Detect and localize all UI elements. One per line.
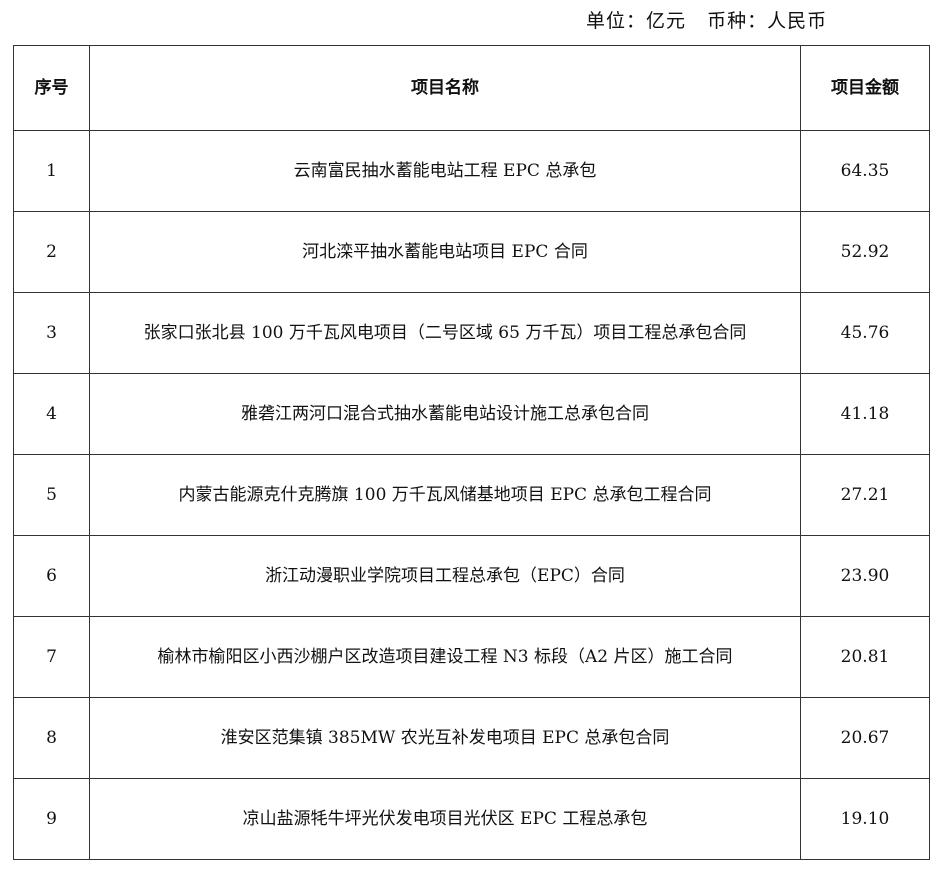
header-name: 项目名称 [89,45,801,131]
table-row: 7 榆林市榆阳区小西沙棚户区改造项目建设工程 N3 标段（A2 片区）施工合同 20… [13,616,930,698]
row-number: 6 [13,535,90,617]
table-row: 6 浙江动漫职业学院项目工程总承包（EPC）合同 23.90 [13,535,930,617]
row-number: 5 [13,454,90,536]
project-table: 序号 项目名称 项目金额 1 云南富民抽水蓄能电站工程 EPC 总承包 64.35 2… [13,45,930,860]
row-number: 2 [13,211,90,293]
table-row: 5 内蒙古能源克什克腾旗 100 万千瓦风储基地项目 EPC 总承包工程合同 27.… [13,454,930,536]
project-name: 榆林市榆阳区小西沙棚户区改造项目建设工程 N3 标段（A2 片区）施工合同 [89,616,801,698]
project-name: 云南富民抽水蓄能电站工程 EPC 总承包 [89,130,801,212]
project-amount: 52.92 [800,211,930,293]
project-amount: 27.21 [800,454,930,536]
project-amount: 20.67 [800,697,930,779]
project-amount: 20.81 [800,616,930,698]
header-amount: 项目金额 [800,45,930,131]
table-header-row: 序号 项目名称 项目金额 [13,45,930,131]
project-name: 淮安区范集镇 385MW 农光互补发电项目 EPC 总承包合同 [89,697,801,779]
table-row: 1 云南富民抽水蓄能电站工程 EPC 总承包 64.35 [13,130,930,212]
row-number: 1 [13,130,90,212]
project-name: 张家口张北县 100 万千瓦风电项目（二号区域 65 万千瓦）项目工程总承包合同 [89,292,801,374]
row-number: 8 [13,697,90,779]
table-row: 8 淮安区范集镇 385MW 农光互补发电项目 EPC 总承包合同 20.67 [13,697,930,779]
project-amount: 45.76 [800,292,930,374]
unit-currency-note: 单位：亿元 币种：人民币 [586,10,828,32]
project-name: 河北滦平抽水蓄能电站项目 EPC 合同 [89,211,801,293]
row-number: 9 [13,778,90,860]
project-amount: 19.10 [800,778,930,860]
project-name: 雅砻江两河口混合式抽水蓄能电站设计施工总承包合同 [89,373,801,455]
project-amount: 41.18 [800,373,930,455]
table-row: 4 雅砻江两河口混合式抽水蓄能电站设计施工总承包合同 41.18 [13,373,930,455]
project-amount: 23.90 [800,535,930,617]
project-name: 凉山盐源牦牛坪光伏发电项目光伏区 EPC 工程总承包 [89,778,801,860]
table-row: 2 河北滦平抽水蓄能电站项目 EPC 合同 52.92 [13,211,930,293]
row-number: 7 [13,616,90,698]
project-amount: 64.35 [800,130,930,212]
table-row: 9 凉山盐源牦牛坪光伏发电项目光伏区 EPC 工程总承包 19.10 [13,778,930,860]
row-number: 4 [13,373,90,455]
row-number: 3 [13,292,90,374]
header-no: 序号 [13,45,90,131]
project-name: 内蒙古能源克什克腾旗 100 万千瓦风储基地项目 EPC 总承包工程合同 [89,454,801,536]
table-row: 3 张家口张北县 100 万千瓦风电项目（二号区域 65 万千瓦）项目工程总承包合… [13,292,930,374]
project-name: 浙江动漫职业学院项目工程总承包（EPC）合同 [89,535,801,617]
